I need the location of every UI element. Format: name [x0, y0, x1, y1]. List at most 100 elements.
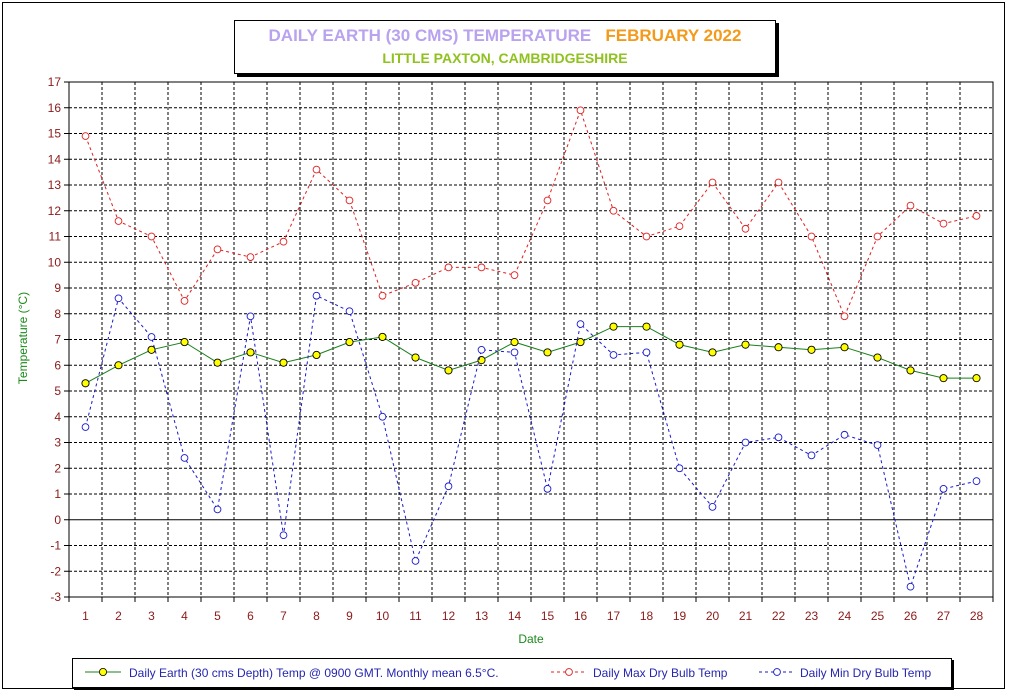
y-tick-label: 12: [48, 204, 62, 218]
title-main-text: DAILY EARTH (30 CMS) TEMPERATURE: [268, 26, 592, 45]
y-tick-label: 0: [54, 513, 61, 527]
data-point-max: [741, 224, 750, 233]
legend-item-max: Daily Max Dry Bulb Temp: [551, 666, 728, 680]
y-tick-label: 7: [54, 333, 61, 347]
grid: [69, 82, 993, 597]
data-point-max: [246, 253, 255, 261]
x-tick-label: 6: [247, 609, 254, 623]
y-tick-label: 17: [48, 75, 62, 89]
data-point-min: [840, 430, 849, 439]
data-point-min: [708, 503, 717, 511]
data-point-max: [345, 196, 354, 205]
data-point-earth: [213, 358, 222, 367]
x-tick-label: 8: [313, 609, 320, 623]
data-point-min: [675, 464, 684, 473]
x-tick-label: 1: [82, 609, 89, 623]
data-point-max: [81, 132, 90, 140]
legend-earth-label: Daily Earth (30 cms Depth) Temp @ 0900 G…: [129, 666, 499, 680]
data-point-min: [81, 423, 90, 431]
data-point-max: [576, 106, 585, 115]
data-point-min: [411, 557, 420, 565]
data-point-min: [444, 482, 453, 491]
data-point-max: [477, 263, 486, 272]
data-point-min: [510, 348, 519, 357]
series: [81, 106, 981, 591]
y-tick-label: 3: [54, 436, 61, 450]
data-point-min: [906, 582, 915, 591]
data-point-min: [180, 454, 189, 462]
y-tick-label: 16: [48, 101, 62, 115]
data-point-max: [906, 201, 915, 210]
data-point-earth: [246, 348, 255, 357]
data-point-max: [510, 271, 519, 279]
y-tick-label: 4: [54, 410, 61, 424]
data-point-earth: [642, 322, 651, 331]
data-point-earth: [81, 379, 90, 388]
x-tick-label: 21: [739, 609, 753, 623]
data-point-earth: [411, 353, 420, 362]
data-point-min: [246, 312, 255, 321]
legend-max-marker: [565, 668, 573, 676]
data-point-earth: [708, 348, 717, 357]
data-point-min: [147, 333, 156, 341]
data-point-max: [312, 165, 321, 174]
data-point-earth: [807, 345, 816, 354]
y-tick-label: 13: [48, 178, 62, 192]
data-point-max: [411, 279, 420, 287]
x-tick-label: 28: [970, 609, 984, 623]
y-axis-label: Temperature (°C): [16, 292, 30, 384]
legend-svg: Daily Earth (30 cms Depth) Temp @ 0900 G…: [85, 666, 931, 680]
x-tick-label: 19: [673, 609, 687, 623]
x-tick-label: 23: [805, 609, 819, 623]
x-tick-label: 27: [937, 609, 951, 623]
series-line-min: [85, 294, 977, 589]
legend-item-min: Daily Min Dry Bulb Temp: [759, 666, 931, 680]
data-point-min: [576, 320, 585, 328]
data-point-earth: [279, 358, 288, 367]
x-tick-label: 18: [640, 609, 654, 623]
data-point-min: [345, 307, 354, 316]
data-point-max: [213, 245, 222, 254]
data-point-earth: [378, 332, 387, 341]
y-tick-label: 10: [48, 255, 62, 269]
y-tick-label: 2: [54, 461, 61, 475]
data-point-max: [807, 232, 816, 241]
data-point-max: [378, 291, 387, 300]
data-point-max: [279, 237, 288, 246]
x-tick-label: 2: [115, 609, 122, 623]
data-point-min: [477, 345, 486, 354]
chart-subtitle: LITTLE PAXTON, CAMBRIDGESHIRE: [382, 50, 628, 66]
data-point-earth: [180, 338, 189, 347]
data-point-min: [609, 351, 618, 359]
data-point-max: [675, 222, 684, 231]
data-point-earth: [675, 340, 684, 349]
legend-earth-marker: [98, 667, 107, 676]
data-point-earth: [543, 348, 552, 357]
data-point-max: [939, 219, 948, 228]
data-point-earth: [609, 322, 618, 331]
x-tick-label: 16: [574, 609, 588, 623]
legend: Daily Earth (30 cms Depth) Temp @ 0900 G…: [72, 658, 952, 688]
legend-min-label: Daily Min Dry Bulb Temp: [800, 666, 931, 680]
x-tick-label: 12: [442, 609, 456, 623]
data-point-earth: [576, 338, 585, 347]
data-point-earth: [345, 338, 354, 347]
title-date-text: FEBRUARY 2022: [605, 26, 742, 45]
data-point-earth: [510, 338, 519, 347]
data-point-earth: [939, 374, 948, 383]
x-tick-label: 9: [346, 609, 353, 623]
data-point-max: [972, 212, 981, 220]
data-point-min: [213, 505, 222, 514]
data-point-max: [774, 178, 783, 187]
x-tick-label: 13: [475, 609, 489, 623]
data-point-earth: [873, 353, 882, 362]
data-point-earth: [312, 350, 321, 360]
data-point-min: [873, 441, 882, 449]
y-tick-label: 9: [54, 281, 61, 295]
x-tick-label: 3: [148, 609, 155, 623]
x-tick-label: 24: [838, 609, 852, 623]
chart-title: DAILY EARTH (30 CMS) TEMPERATURE FEBRUAR…: [235, 26, 775, 46]
title-box: DAILY EARTH (30 CMS) TEMPERATURE FEBRUAR…: [234, 20, 776, 74]
